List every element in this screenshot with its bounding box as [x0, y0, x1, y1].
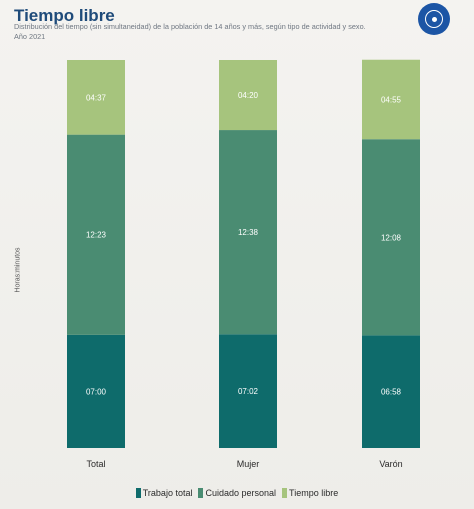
- x-tick-label-total: Total: [86, 459, 105, 469]
- legend-swatch-tiempo-libre: [282, 488, 288, 498]
- data-label-varon-2: 04:55: [381, 95, 402, 104]
- bar-segment-mujer-1: [219, 130, 277, 335]
- legend-item-cuidado-personal: Cuidado personal: [198, 488, 276, 498]
- x-tick-label-varon: Varón: [379, 459, 402, 469]
- x-tick-label-mujer: Mujer: [237, 459, 260, 469]
- page-title: Tiempo libre: [14, 6, 115, 25]
- bar-segment-mujer-2: [219, 60, 277, 131]
- data-label-total-1: 12:23: [86, 231, 107, 240]
- legend-item-trabajo-total: Trabajo total: [135, 488, 193, 498]
- subtitle-line-description: Distribución del tiempo (sin simultaneid…: [14, 22, 366, 31]
- bar-segment-total-1: [67, 134, 125, 335]
- logo-ring: [425, 10, 443, 28]
- page-subtitle: Distribución del tiempo (sin simultaneid…: [14, 22, 414, 42]
- bar-segment-varon-0: [362, 335, 420, 448]
- bar-segment-total-2: [67, 60, 125, 135]
- subtitle-line-year: Año 2021: [14, 32, 46, 41]
- legend-label-cuidado-personal: Cuidado personal: [205, 488, 277, 498]
- data-label-mujer-2: 04:20: [238, 91, 259, 100]
- legend-item-tiempo-libre: Tiempo libre: [282, 488, 338, 498]
- data-label-varon-0: 06:58: [381, 388, 402, 397]
- legend-swatch-cuidado-personal: [198, 488, 204, 498]
- circular-seal-icon: [418, 3, 450, 35]
- bar-segment-mujer-0: [219, 334, 277, 448]
- logo-center: [431, 16, 437, 22]
- legend-label-trabajo-total: Trabajo total: [142, 488, 193, 498]
- data-label-total-0: 07:00: [86, 387, 107, 396]
- chart-legend: Trabajo total Cuidado personal Tiempo li…: [0, 488, 474, 498]
- bar-segment-varon-2: [362, 59, 420, 140]
- bar-segment-varon-1: [362, 139, 420, 336]
- data-label-varon-1: 12:08: [381, 233, 402, 242]
- bar-segment-total-0: [67, 334, 125, 448]
- data-label-mujer-0: 07:02: [238, 387, 259, 396]
- legend-swatch-trabajo-total: [135, 488, 141, 498]
- legend-label-tiempo-libre: Tiempo libre: [289, 488, 339, 498]
- data-label-total-2: 04:37: [86, 93, 107, 102]
- data-label-mujer-1: 12:38: [238, 228, 259, 237]
- stacked-bar-chart: 07:00 12:23 04:37 Total 07:02 12:38 04:20 Mujer…: [67, 59, 420, 469]
